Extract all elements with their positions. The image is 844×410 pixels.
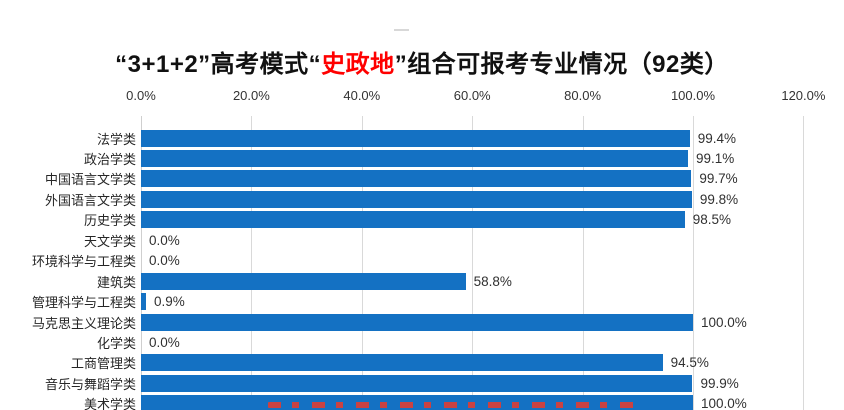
- grid-line: [693, 116, 694, 410]
- value-label: 99.1%: [696, 150, 735, 166]
- bar: [141, 149, 689, 167]
- bar: [141, 129, 690, 147]
- category-label: 化学类: [96, 336, 136, 351]
- grid-line: [361, 116, 363, 410]
- value-label: 99.7%: [699, 171, 738, 187]
- value-label: 94.5%: [670, 355, 709, 371]
- chart-title: “3+1+2”高考模式“史政地”组合可报考专业情况（92类）: [0, 44, 844, 79]
- category-label: 外国语言文学类: [44, 192, 136, 208]
- axis-tick-label: 100.0%: [670, 88, 716, 103]
- category-label: 建筑类: [96, 274, 136, 290]
- bar: [141, 170, 692, 188]
- bar: [141, 211, 685, 229]
- value-label: 99.8%: [699, 191, 739, 207]
- value-label: 99.9%: [700, 375, 739, 391]
- grid-line: [582, 116, 584, 410]
- axis-tick-label: 0.0%: [126, 88, 156, 103]
- axis-tick-label: 20.0%: [232, 88, 270, 103]
- category-label: 法学类: [96, 131, 136, 147]
- value-label: 100.0%: [701, 396, 747, 410]
- bar: [141, 374, 693, 392]
- value-label: 98.5%: [692, 212, 731, 228]
- axis-tick-label: 120.0%: [781, 88, 826, 103]
- value-label: 0.0%: [149, 253, 180, 269]
- value-label: 0.9%: [153, 294, 185, 310]
- category-label: 马克思主义理论类: [31, 315, 136, 331]
- value-label: 0.0%: [149, 335, 180, 350]
- axis-tick-label: 80.0%: [564, 88, 602, 103]
- grid-line: [141, 116, 142, 410]
- grid-line: [803, 116, 805, 410]
- category-label: 环境科学与工程类: [31, 254, 136, 270]
- bar: [141, 354, 663, 372]
- clipped-red-watermark: [268, 402, 640, 408]
- chart-title-prefix: “3+1+2”高考模式“: [115, 51, 322, 78]
- category-label: 中国语言文学类: [44, 172, 136, 188]
- value-label: 99.4%: [697, 130, 736, 146]
- category-label: 天文学类: [83, 233, 136, 249]
- value-label: 58.8%: [473, 273, 512, 289]
- category-label: 管理科学与工程类: [31, 295, 136, 311]
- bar: [141, 293, 146, 311]
- axis-tick-label: 60.0%: [453, 88, 491, 103]
- chart-title-suffix: ”组合可报考专业情况（92类）: [394, 51, 729, 78]
- category-label: 美术学类: [83, 397, 136, 410]
- category-label: 音乐与舞蹈学类: [44, 376, 136, 392]
- category-label: 工商管理类: [70, 356, 136, 372]
- bar: [141, 190, 692, 208]
- value-label: 0.0%: [149, 232, 180, 248]
- axis-tick-label: 40.0%: [343, 88, 381, 103]
- grid-line: [472, 116, 474, 410]
- value-label: 100.0%: [701, 314, 747, 330]
- bar: [141, 272, 466, 290]
- top-dash-artifact: [394, 29, 409, 31]
- grid-line: [251, 116, 253, 410]
- chart-title-highlight: 史政地: [321, 51, 395, 78]
- category-label: 历史学类: [83, 213, 136, 229]
- bar: [141, 313, 693, 331]
- category-label: 政治学类: [83, 151, 136, 167]
